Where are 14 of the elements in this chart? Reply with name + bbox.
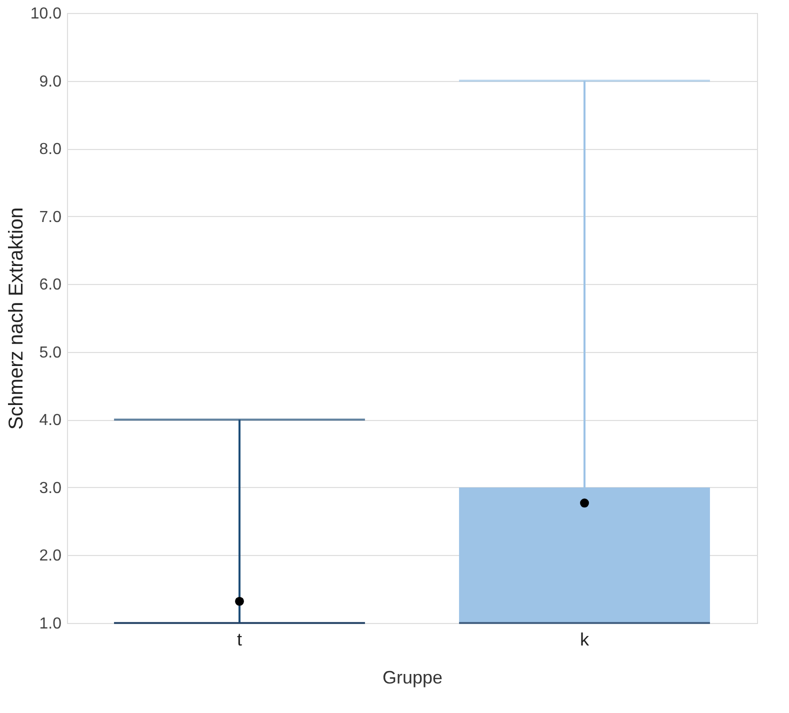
y-tick-label: 7.0 <box>39 208 62 226</box>
x-tick-label: k <box>580 630 590 650</box>
y-tick-label: 9.0 <box>39 73 62 90</box>
y-tick-label: 8.0 <box>39 141 62 158</box>
y-tick-label: 3.0 <box>39 480 62 497</box>
y-tick-label: 2.0 <box>39 548 62 565</box>
y-tick-label: 6.0 <box>39 276 62 294</box>
x-tick-label: t <box>236 630 242 650</box>
y-tick-label: 10.0 <box>30 6 62 22</box>
y-tick-label: 5.0 <box>39 344 62 362</box>
y-tick-label: 4.0 <box>39 412 62 430</box>
y-axis-title: Schmerz nach Extraktion <box>5 207 28 430</box>
x-axis-title: Gruppe <box>382 668 443 688</box>
y-tick-label: 1.0 <box>39 616 62 632</box>
